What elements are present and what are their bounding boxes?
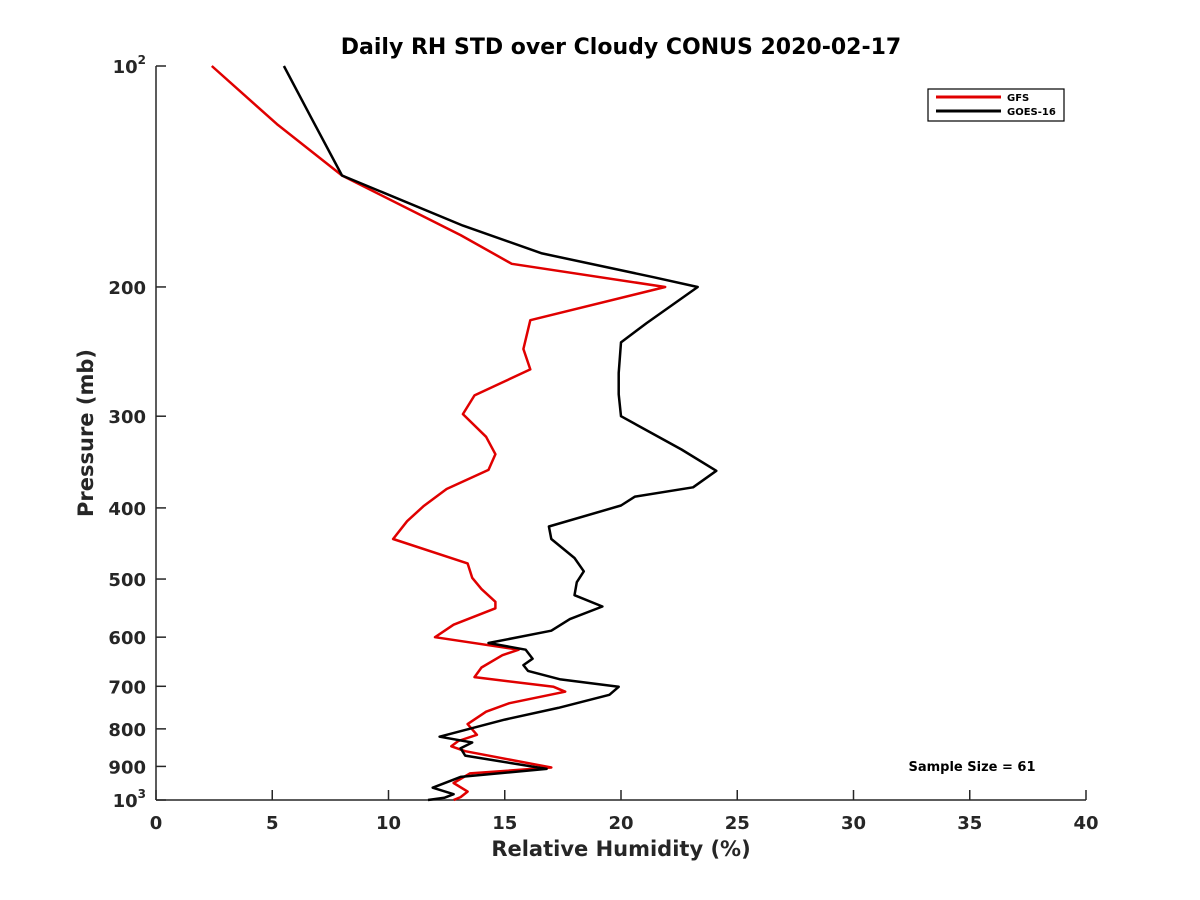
series-line-goes16 [282, 65, 718, 802]
y-tick-label: 300 [108, 407, 146, 428]
series-line-gfs [210, 65, 667, 802]
x-tick-label: 20 [608, 813, 633, 834]
y-tick-label: 800 [108, 720, 146, 741]
y-tick-label: 600 [108, 628, 146, 649]
x-tick-label: 35 [957, 813, 982, 834]
x-axis-ticks: 0 5 10 15 20 25 30 35 40 [150, 790, 1099, 834]
y-tick-label: 103 [113, 787, 146, 812]
chart-title: Daily RH STD over Cloudy CONUS 2020-02-1… [341, 35, 901, 60]
x-axis-label: Relative Humidity (%) [491, 837, 750, 861]
x-tick-label: 0 [150, 813, 163, 834]
y-tick-label: 102 [113, 53, 146, 78]
y-tick-label: 400 [108, 499, 146, 520]
sample-size-annotation: Sample Size = 61 [908, 760, 1035, 775]
plot-area: 0 5 10 15 20 25 30 35 40 102 200 300 400 500 600 700 80… [108, 53, 1098, 834]
x-tick-label: 15 [492, 813, 517, 834]
legend-label-gfs: GFS [1007, 93, 1029, 104]
legend-box [927, 88, 1065, 122]
legend-label-goes16: GOES-16 [1007, 107, 1056, 118]
y-axis-ticks: 102 200 300 400 500 600 700 800 900 103 [108, 53, 166, 812]
x-tick-label: 40 [1073, 813, 1098, 834]
x-tick-label: 10 [376, 813, 401, 834]
y-tick-label: 200 [108, 278, 146, 299]
y-axis-label: Pressure (mb) [74, 349, 98, 517]
y-tick-label: 700 [108, 677, 146, 698]
y-tick-label: 500 [108, 570, 146, 591]
x-tick-label: 30 [841, 813, 866, 834]
y-tick-label: 900 [108, 757, 146, 778]
x-tick-label: 25 [725, 813, 750, 834]
legend: GFS GOES-16 [927, 88, 1065, 122]
x-tick-label: 5 [266, 813, 279, 834]
series-layer [210, 65, 718, 802]
